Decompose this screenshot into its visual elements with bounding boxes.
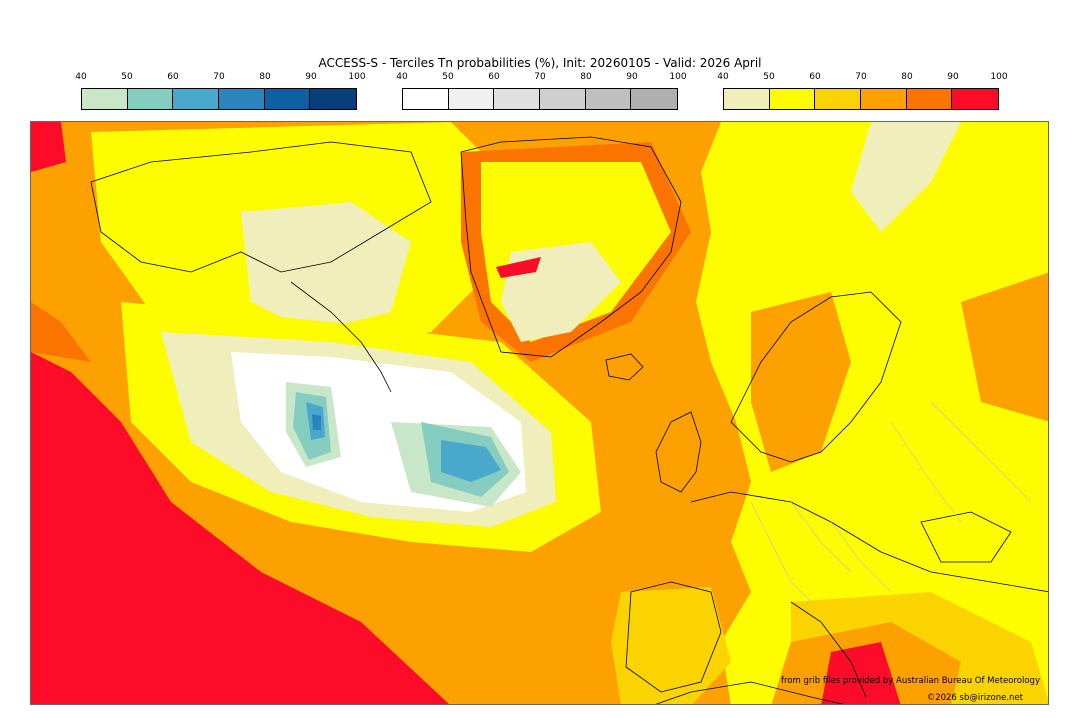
- legend-tick-label: 50: [121, 72, 133, 82]
- probability-map: [30, 121, 1049, 705]
- legend-color-cell: [82, 89, 128, 109]
- legend-color-cell: [724, 89, 770, 109]
- legend-color-cell: [861, 89, 907, 109]
- iceland-coast: [605, 353, 644, 381]
- legend-color-bar: [402, 88, 678, 110]
- legend-tick-label: 100: [990, 72, 1008, 82]
- source-credit: from grib files provided by Australian B…: [780, 676, 1040, 686]
- greenland-red-streak: [496, 257, 541, 278]
- legend-color-cell: [494, 89, 541, 109]
- legend-tick-label: 40: [717, 72, 729, 82]
- legend-tick-label: 60: [488, 72, 500, 82]
- copyright-credit: ©2026 sb@irizone.net: [926, 693, 1023, 703]
- british-isles-coast: [655, 411, 702, 493]
- arctic-pale: [851, 122, 961, 232]
- legend-tick-label: 90: [305, 72, 317, 82]
- europe-yellow-zone: [696, 122, 1048, 704]
- africa-coast: [655, 681, 844, 704]
- legend-color-cell: [952, 89, 999, 109]
- italy-coast: [790, 601, 867, 698]
- coastlines: [90, 136, 1048, 704]
- legend-color-cell: [310, 89, 357, 109]
- country-borders: [750, 401, 1032, 603]
- legend-color-cell: [585, 89, 632, 109]
- legend-color-cell: [540, 89, 586, 109]
- legend-above-normal: 40 50 60 70 80 90 100: [717, 72, 1008, 114]
- legend-ticks: 40 50 60 70 80 90 100: [396, 72, 686, 87]
- legend-tick-label: 90: [626, 72, 638, 82]
- legend-color-cell: [219, 89, 265, 109]
- russia-orange: [961, 272, 1048, 422]
- legend-tick-label: 60: [809, 72, 821, 82]
- west-atlantic-red: [31, 352, 449, 704]
- legend-color-bar: [723, 88, 999, 110]
- iberia-gold: [611, 587, 731, 704]
- legend-tick-label: 70: [855, 72, 867, 82]
- scandinavia-coast: [730, 291, 902, 463]
- mediterranean-red: [821, 642, 901, 704]
- legend-tick-label: 90: [947, 72, 959, 82]
- legend-color-cell: [264, 89, 311, 109]
- europe-coast: [690, 491, 1048, 593]
- canada-pale: [241, 202, 411, 332]
- legend-color-cell: [173, 89, 220, 109]
- legend-tick-label: 80: [259, 72, 271, 82]
- legend-tick-label: 40: [396, 72, 408, 82]
- below-normal-dark: [312, 414, 321, 430]
- legend-tick-label: 50: [442, 72, 454, 82]
- legend-color-cell: [448, 89, 495, 109]
- legend-below-normal: 40 50 60 70 80 90 100: [75, 72, 366, 114]
- legend-tick-label: 80: [580, 72, 592, 82]
- legend-tick-label: 70: [534, 72, 546, 82]
- legend-tick-label: 50: [763, 72, 775, 82]
- greenland-coast: [460, 136, 682, 358]
- legend-color-cell: [906, 89, 953, 109]
- black-sea-coast: [920, 511, 1012, 563]
- legend-color-cell: [127, 89, 174, 109]
- map-title: ACCESS-S - Terciles Tn probabilities (%)…: [318, 56, 762, 70]
- canada-coast: [90, 141, 432, 273]
- labrador-coast: [290, 281, 392, 393]
- legend-near-normal: 40 50 60 70 80 90 100: [396, 72, 687, 114]
- scandinavia-orange: [751, 292, 851, 472]
- legend-ticks: 40 50 60 70 80 90 100: [717, 72, 1007, 87]
- legend-tick-label: 60: [167, 72, 179, 82]
- legend-color-cell: [769, 89, 816, 109]
- map-canvas: [31, 122, 1048, 704]
- legend-color-bar: [81, 88, 357, 110]
- legend-color-cell: [403, 89, 449, 109]
- legend-tick-label: 80: [901, 72, 913, 82]
- legend-tick-label: 70: [213, 72, 225, 82]
- below-normal-blue-2: [441, 440, 501, 482]
- nw-red: [31, 122, 66, 172]
- legend-tick-label: 100: [669, 72, 687, 82]
- legend-color-cell: [631, 89, 678, 109]
- legend-tick-label: 100: [348, 72, 366, 82]
- legend-color-cell: [815, 89, 862, 109]
- iberia-coast: [625, 581, 722, 693]
- legend-tick-label: 40: [75, 72, 87, 82]
- west-orange-band: [31, 302, 91, 362]
- legend-ticks: 40 50 60 70 80 90 100: [75, 72, 365, 87]
